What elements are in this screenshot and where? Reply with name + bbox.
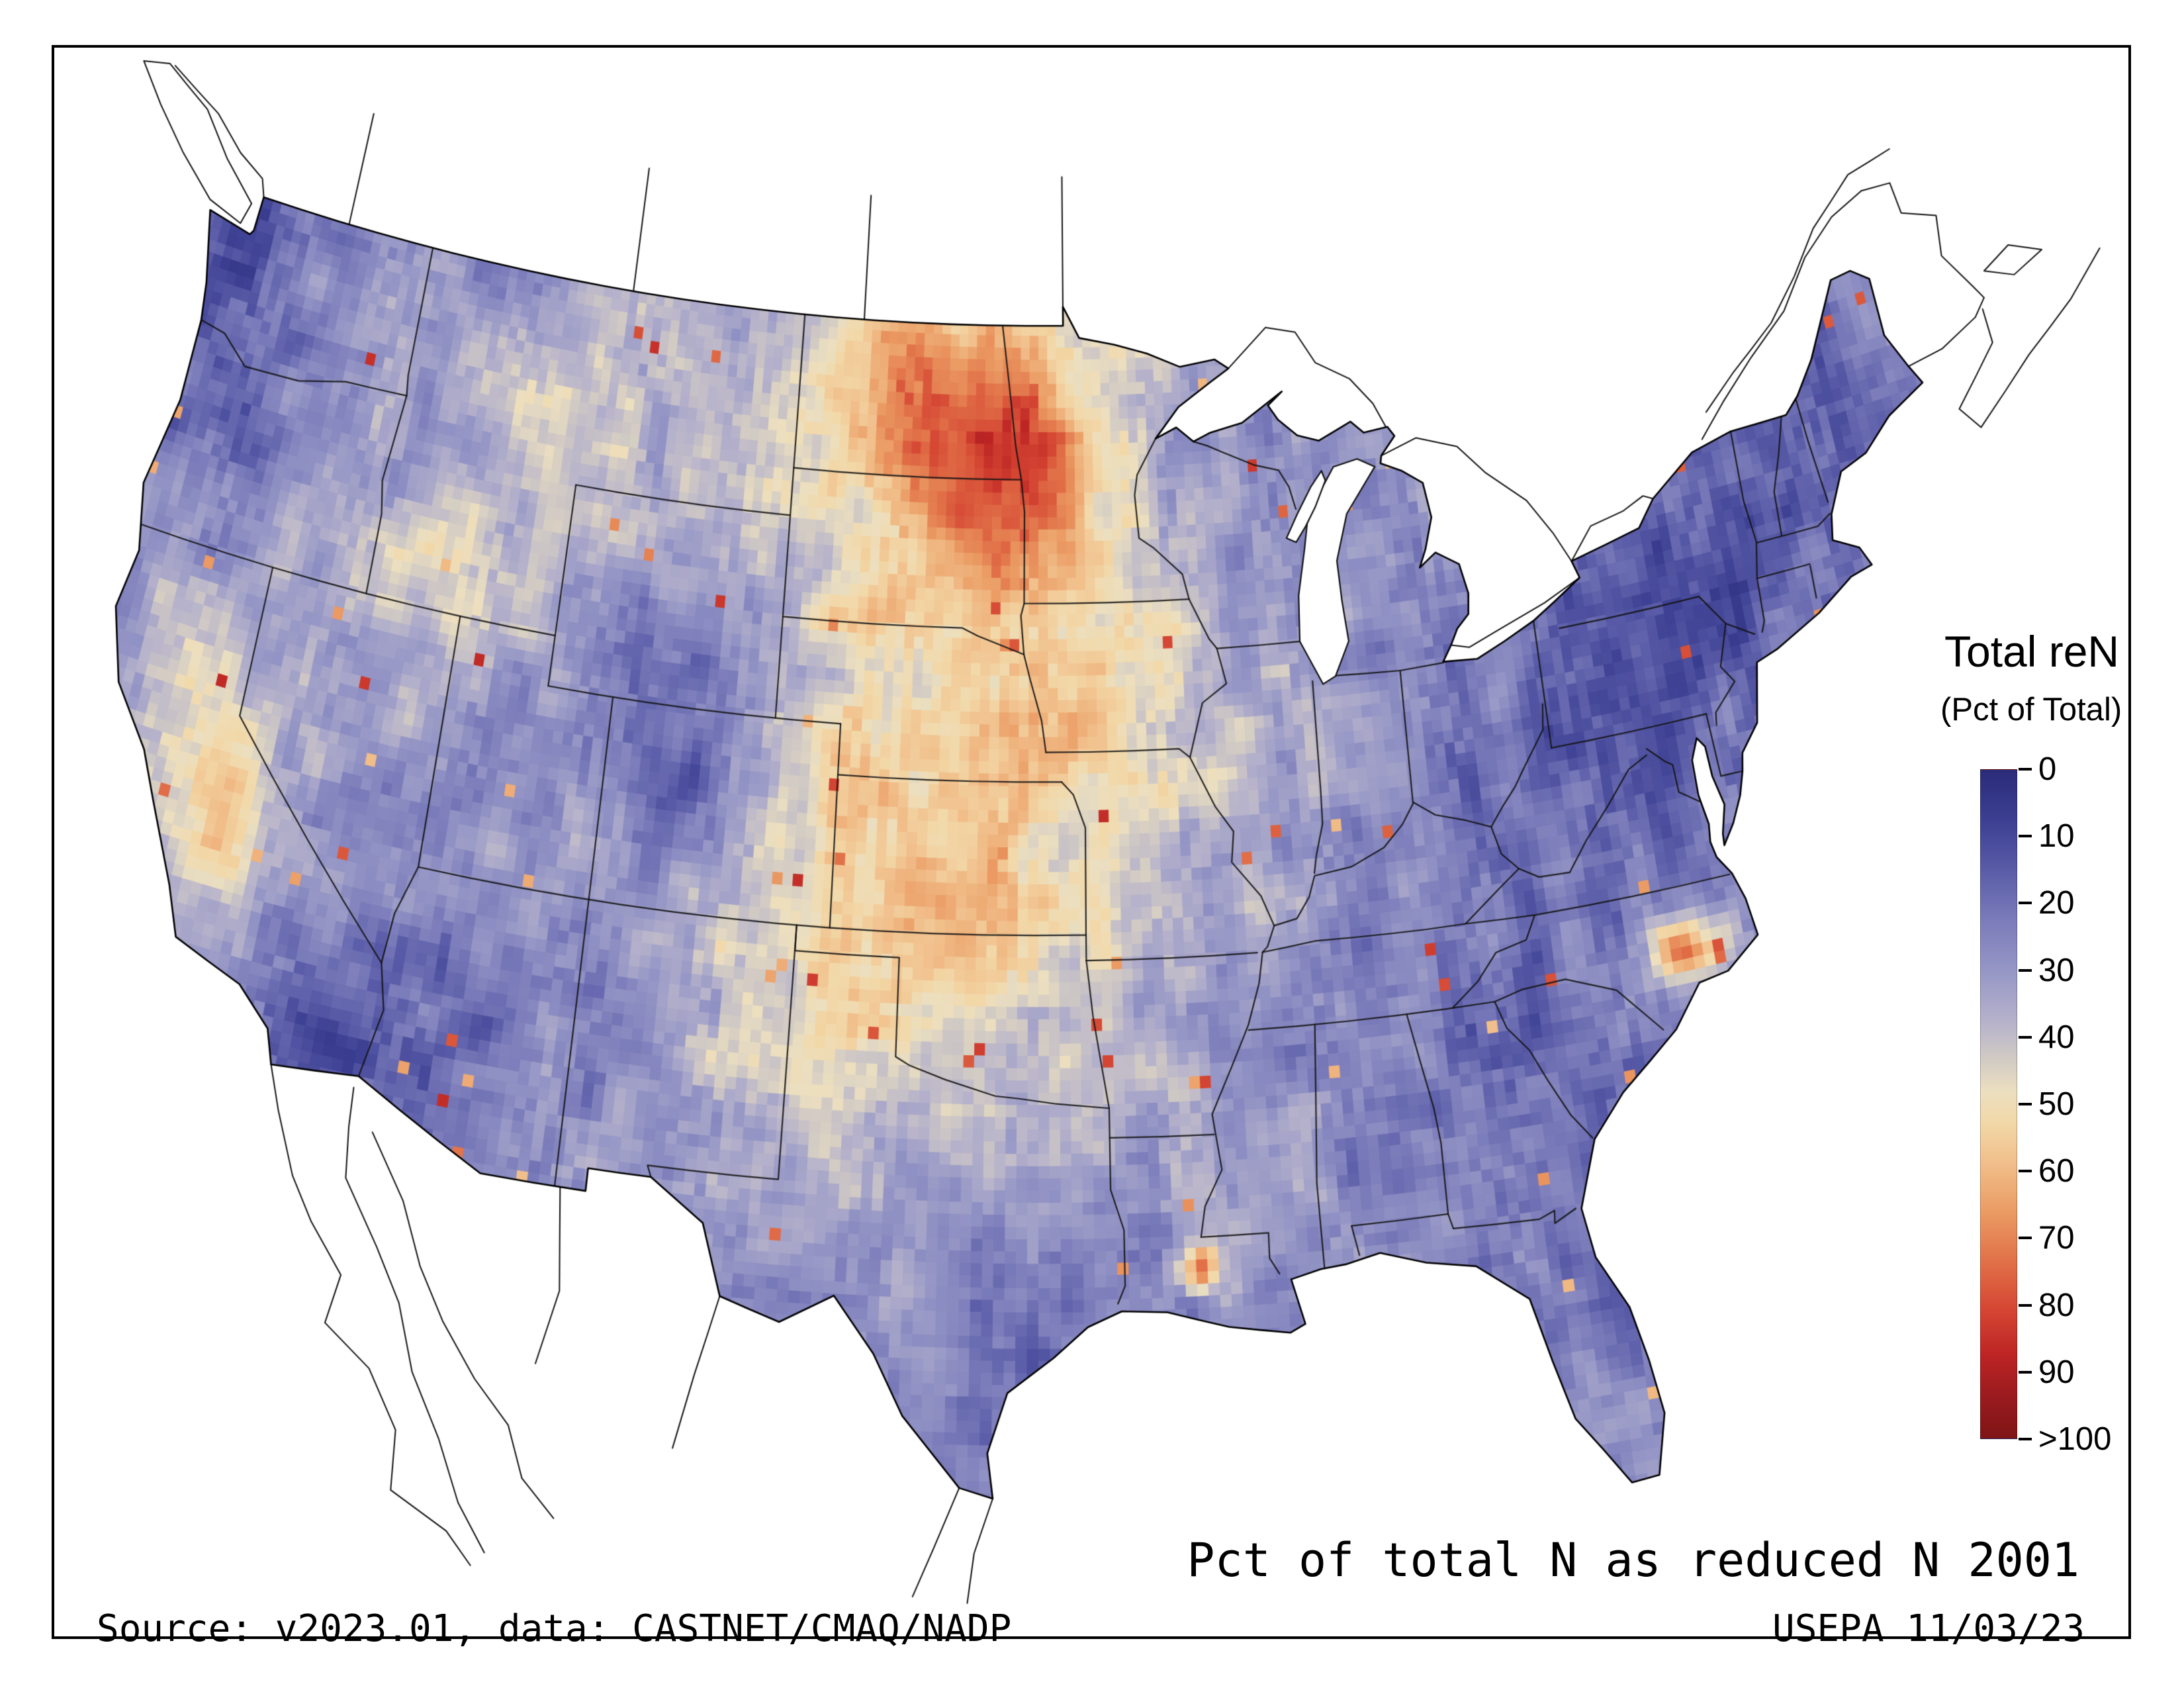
legend-tick: >100 [2019,1421,2111,1458]
legend-tick-mark [2019,768,2032,771]
legend-tick-label: 20 [2038,885,2075,921]
legend-tick: 60 [2019,1152,2075,1190]
legend-tick: 90 [2019,1354,2075,1391]
legend-tick-mark [2019,1103,2032,1105]
figure-border-frame [52,45,2131,1639]
legend-tick-mark [2019,1438,2032,1440]
legend-tick: 40 [2019,1019,2075,1056]
legend-tick: 80 [2019,1287,2075,1324]
legend-tick: 30 [2019,952,2075,989]
legend-tick: 50 [2019,1086,2075,1123]
legend-tick: 20 [2019,884,2075,921]
legend-tick-label: 30 [2038,952,2075,988]
legend-subtitle: (Pct of Total) [1940,692,2122,727]
legend-tick-mark [2019,902,2032,905]
legend-tick-mark [2019,1170,2032,1173]
legend-tick-label: 60 [2038,1153,2075,1190]
legend-tick-mark [2019,1237,2032,1240]
legend-tick: 70 [2019,1219,2075,1256]
legend-tick: 0 [2019,751,2056,788]
legend-tick-label: >100 [2038,1421,2112,1457]
legend-tick-label: 40 [2038,1019,2075,1055]
legend-tick-label: 70 [2038,1220,2075,1256]
legend-tick-mark [2019,968,2032,972]
legend-tick-label: 80 [2038,1287,2075,1323]
legend-tick-list: 0 10 20 30 40 50 60 70 80 90 >100 [2019,751,2177,1457]
map-caption: Pct of total N as reduced N 2001 [1187,1533,2079,1587]
legend-tick-mark [2019,835,2032,838]
legend-tick-mark [2019,1303,2032,1307]
legend-tick-label: 90 [2038,1354,2075,1390]
source-credit: Source: v2023.01, data: CASTNET/CMAQ/NAD… [97,1607,1012,1650]
legend-tick-label: 50 [2038,1086,2075,1122]
legend-tick-mark [2019,1370,2032,1374]
legend-tick-label: 10 [2038,818,2075,855]
legend-tick-mark [2019,1035,2032,1039]
legend-colorbar [1980,769,2017,1439]
agency-date-credit: USEPA 11/03/23 [1772,1607,2085,1650]
legend-title: Total reN [1944,627,2120,676]
legend-tick: 10 [2019,818,2075,855]
legend-tick-label: 0 [2038,751,2057,787]
